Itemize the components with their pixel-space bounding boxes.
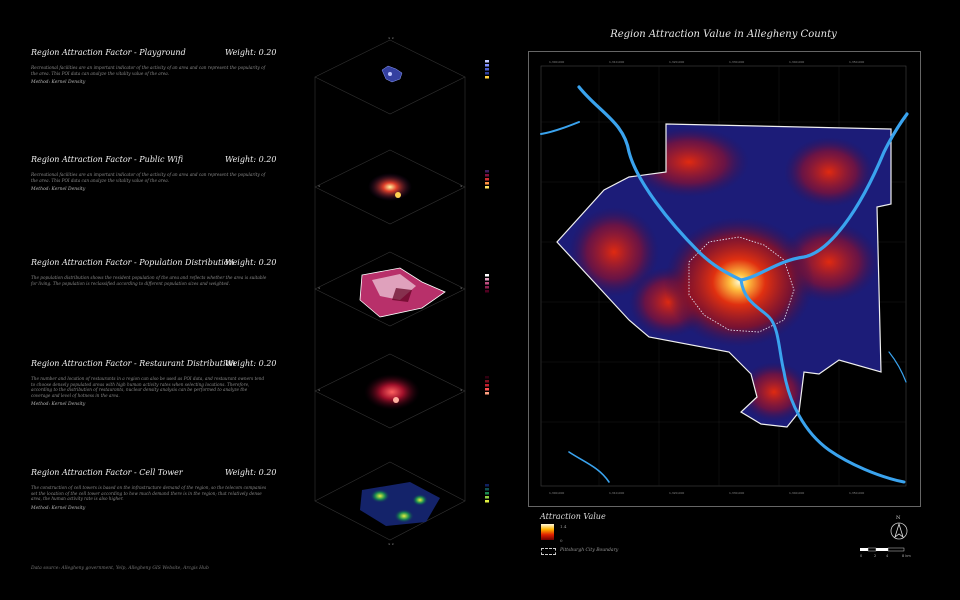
svg-text:×: × bbox=[460, 184, 463, 188]
factor-description: The population distribution shows the re… bbox=[31, 275, 267, 286]
thumbnail-legends bbox=[485, 60, 489, 503]
legend-city-label: Pittsburgh City Boundary bbox=[560, 548, 619, 553]
legend-city-swatch bbox=[541, 548, 556, 555]
factor-title: Region Attraction Factor - Playground bbox=[31, 48, 186, 57]
factor-method: Method: Kernel Density bbox=[31, 505, 86, 511]
county-heatmap bbox=[557, 124, 891, 427]
factor-method: Method: Kernel Density bbox=[31, 80, 86, 86]
factor-population: Region Attraction Factor - Population Di… bbox=[31, 258, 276, 286]
data-source: Data source: Allegheny government, Yelp,… bbox=[31, 566, 209, 571]
svg-text:1,300,000: 1,300,000 bbox=[549, 60, 564, 64]
factor-title: Region Attraction Factor - Cell Tower bbox=[31, 468, 183, 477]
wifi-thumbnail bbox=[368, 173, 412, 201]
rivers bbox=[540, 85, 909, 484]
factor-description: The construction of cell towers is based… bbox=[31, 485, 267, 502]
map-ticks: 1,300,000 1,310,000 1,320,000 1,330,000 1,34… bbox=[549, 60, 864, 495]
factor-thumbnail-stack: × × × × × × × × × × bbox=[314, 36, 489, 546]
scale-label: 2 bbox=[874, 554, 876, 558]
factor-cell-tower: Region Attraction Factor - Cell Tower Wei… bbox=[31, 468, 276, 511]
svg-text:×: × bbox=[318, 286, 321, 290]
factor-title: Region Attraction Factor - Public Wifi bbox=[31, 155, 184, 164]
factor-weight: Weight: 0.20 bbox=[225, 155, 277, 164]
factor-description: The number and location of restaurants i… bbox=[31, 376, 265, 398]
factor-playground: Region Attraction Factor - Playground Wei… bbox=[31, 48, 276, 86]
scale-bar: 0 2 4 8 km bbox=[860, 547, 911, 558]
thumbnail-frames bbox=[314, 39, 466, 541]
restaurant-thumbnail bbox=[364, 374, 420, 410]
factor-title: Region Attraction Factor - Restaurant Di… bbox=[31, 359, 236, 368]
factor-restaurant: Region Attraction Factor - Restaurant Di… bbox=[31, 359, 276, 408]
factor-title: Region Attraction Factor - Population Di… bbox=[31, 258, 234, 267]
map-frame bbox=[528, 51, 921, 507]
svg-text:1,320,000: 1,320,000 bbox=[669, 491, 684, 495]
svg-text:×: × bbox=[460, 388, 463, 392]
population-thumbnail bbox=[359, 267, 446, 318]
frame-markers: × × × × × × × × × × bbox=[318, 36, 463, 546]
factor-description: Recreational facilities are an important… bbox=[31, 65, 266, 76]
svg-text:1,350,000: 1,350,000 bbox=[849, 60, 864, 64]
city-boundary bbox=[688, 236, 795, 333]
factor-description: Recreational facilities are an important… bbox=[31, 172, 266, 183]
factor-method: Method: Kernel Density bbox=[31, 187, 86, 193]
svg-text:1,340,000: 1,340,000 bbox=[789, 491, 804, 495]
attraction-map: 1,300,000 1,310,000 1,320,000 1,330,000 1,34… bbox=[540, 60, 909, 495]
factor-weight: Weight: 0.20 bbox=[225, 48, 277, 57]
north-label: N bbox=[896, 515, 901, 521]
svg-text:1,330,000: 1,330,000 bbox=[729, 60, 744, 64]
svg-text:×: × bbox=[318, 184, 321, 188]
scale-label: 0 bbox=[860, 554, 862, 558]
factor-weight: Weight: 0.20 bbox=[225, 359, 277, 368]
factor-method: Method: Kernel Density bbox=[31, 402, 86, 408]
legend-min-label: 0 bbox=[560, 538, 563, 543]
factor-public-wifi: Region Attraction Factor - Public Wifi We… bbox=[31, 155, 276, 193]
scale-label: 4 bbox=[886, 554, 889, 558]
svg-text:1,350,000: 1,350,000 bbox=[849, 491, 864, 495]
playground-thumbnail bbox=[381, 65, 403, 83]
svg-text:× ×: × × bbox=[388, 542, 394, 546]
svg-text:1,310,000: 1,310,000 bbox=[609, 60, 624, 64]
svg-text:1,340,000: 1,340,000 bbox=[789, 60, 804, 64]
legend-color-ramp bbox=[541, 524, 554, 540]
legend-title: Attraction Value bbox=[540, 512, 606, 521]
north-arrow-icon: N bbox=[890, 515, 908, 540]
factor-weight: Weight: 0.20 bbox=[225, 258, 277, 267]
svg-text:1,310,000: 1,310,000 bbox=[609, 491, 624, 495]
county-boundary bbox=[556, 123, 892, 428]
scale-label: 8 km bbox=[902, 554, 911, 558]
svg-text:×: × bbox=[460, 286, 463, 290]
svg-text:1,300,000: 1,300,000 bbox=[549, 491, 564, 495]
svg-text:1,320,000: 1,320,000 bbox=[669, 60, 684, 64]
svg-text:× ×: × × bbox=[388, 36, 394, 40]
map-title: Region Attraction Value in Allegheny Cou… bbox=[610, 29, 837, 40]
factor-weight: Weight: 0.20 bbox=[225, 468, 277, 477]
cell-tower-thumbnail bbox=[360, 482, 440, 526]
legend-max-label: 1.4 bbox=[560, 524, 567, 529]
svg-text:1,330,000: 1,330,000 bbox=[729, 491, 744, 495]
svg-text:×: × bbox=[318, 388, 321, 392]
